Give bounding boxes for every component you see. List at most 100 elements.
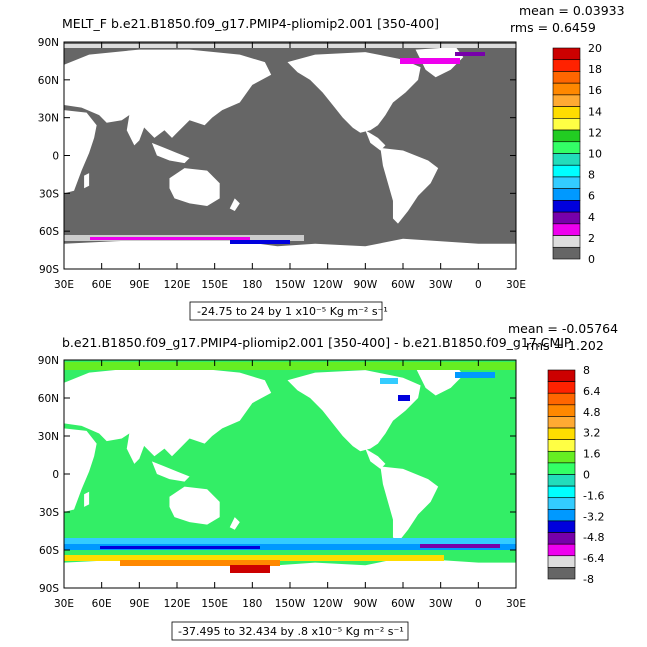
colorbar-label: 6 [588,190,595,203]
colorbar-swatch [547,555,576,568]
melt-ring [230,240,290,244]
x-tick-label: 60E [92,279,112,291]
chart-title: b.e21.B1850.f09_g17.PMIP4-pliomip2.001 [… [62,335,572,350]
colorbar-label: 4.8 [583,406,601,419]
x-tick-label: 120W [312,598,343,610]
colorbar-swatch [552,223,581,236]
colorbar-label: 8 [583,364,590,377]
colorbar-swatch [547,520,576,533]
colorbar-label: -6.4 [583,552,604,565]
colorbar-swatch [552,94,581,107]
colorbar-swatch [547,497,576,510]
x-tick-label: 60E [92,598,112,610]
colorbar-label: -8 [583,573,594,586]
y-tick-label: 0 [52,469,59,481]
x-tick-label: 30E [506,598,526,610]
colorbar-label: 0 [583,469,590,482]
x-tick-label: 30W [429,279,453,291]
colorbar-swatch [552,211,581,225]
colorbar-swatch [547,532,576,545]
y-tick-label: 90N [38,37,59,49]
colorbar-label: 3.2 [583,427,601,440]
colorbar-swatch [547,462,576,475]
x-tick-label: 60W [391,598,415,610]
colorbar-swatch [547,416,576,429]
colorbar-swatch [547,567,576,580]
y-tick-label: 30S [39,507,59,519]
difference-band [100,546,260,549]
x-tick-label: 30E [54,598,74,610]
colorbar-label: 14 [588,105,602,118]
x-tick-label: 150E [201,598,228,610]
mean-stat: mean = 0.03933 [519,3,625,18]
colorbar-swatch [552,246,581,260]
x-tick-label: 150W [275,279,306,291]
colorbar-swatch [547,543,576,557]
colorbar-label: 4 [588,211,595,224]
difference-band [230,565,270,573]
x-tick-label: 180 [242,279,262,291]
x-tick-label: 120W [312,279,343,291]
x-tick-label: 30E [54,279,74,291]
rms-stat: rms = 0.6459 [510,20,596,35]
difference-band [455,372,495,378]
y-tick-label: 30S [39,188,59,200]
y-tick-label: 60N [38,393,59,405]
x-tick-label: 30W [429,598,453,610]
colorbar-label: 16 [588,84,602,97]
x-tick-label: 150W [275,598,306,610]
y-tick-label: 30N [38,431,59,443]
y-tick-label: 90S [39,583,59,595]
colorbar-swatch [552,176,581,189]
colorbar-label: -1.6 [583,489,604,502]
colorbar-swatch [552,118,581,131]
colorbar-swatch [552,106,581,119]
y-tick-label: 0 [52,151,59,163]
x-tick-label: 90E [129,279,149,291]
difference-band [398,395,410,401]
colorbar-swatch [547,392,576,406]
colorbar-swatch [547,485,576,499]
colorbar-swatch [552,82,581,96]
colorbar-label: 0 [588,253,595,266]
colorbar-swatch [552,59,581,72]
colorbar-label: 18 [588,63,602,76]
y-tick-label: 90N [38,355,59,367]
map-field [64,360,516,588]
colorbar-swatch [552,153,581,166]
contour-range-label: -24.75 to 24 by 1 x10⁻⁵ Kg m⁻² s⁻¹ [197,305,388,318]
colorbar-label: 1.6 [583,448,601,461]
x-tick-label: 90W [353,598,377,610]
colorbar-label: 20 [588,42,602,55]
colorbar-swatch [547,381,576,394]
y-tick-label: 30N [38,113,59,125]
colorbar-swatch [552,141,581,154]
melt-ring [455,52,485,56]
colorbar-label: 6.4 [583,385,601,398]
colorbar-swatch [552,200,581,213]
x-tick-label: 90E [129,598,149,610]
colorbar-label: -3.2 [583,510,604,523]
map-field [64,42,516,269]
melt-ring [400,58,460,64]
colorbar-label: 8 [588,169,595,182]
colorbar: 8 6.4 4.8 3.2 1.6 0 -1.6 -3.2 -4.8 -6.4 -8 [547,364,604,586]
difference-band [420,544,500,548]
colorbar-swatch [552,129,581,143]
colorbar-swatch [552,188,581,201]
difference-band [64,544,516,550]
rms-stat: rms = 1.202 [526,338,604,353]
mean-stat: mean = -0.05764 [508,321,618,336]
difference-band [120,560,280,566]
colorbar-swatch [547,439,576,452]
x-tick-label: 0 [475,598,482,610]
colorbar-swatch [547,450,576,464]
y-axis: 90N 60N 30N 0 30S 60S 90S [38,355,516,595]
colorbar-swatch [547,509,576,522]
colorbar-swatch [547,369,576,382]
y-tick-label: 60S [39,226,59,238]
x-axis: 30E 60E 90E 120E 150E 180 150W 120W 90W 60W 30W 0 30… [54,42,526,291]
x-tick-label: 120E [164,598,191,610]
colorbar-swatch [552,164,581,178]
